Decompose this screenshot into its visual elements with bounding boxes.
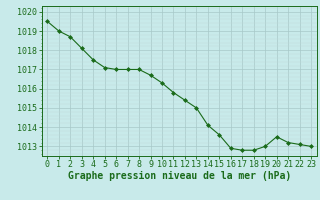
X-axis label: Graphe pression niveau de la mer (hPa): Graphe pression niveau de la mer (hPa): [68, 171, 291, 181]
